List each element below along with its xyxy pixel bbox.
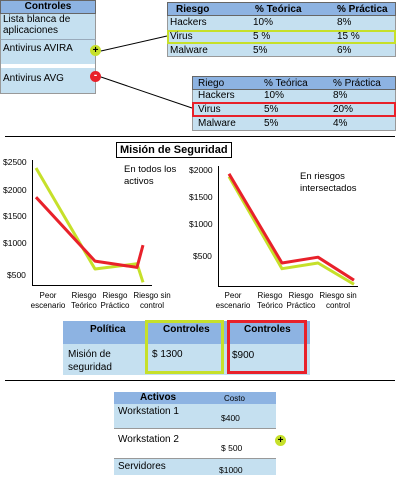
- y-tick-label: $2000: [189, 165, 213, 175]
- x-tick-label: Riesgo Práctico: [100, 291, 130, 310]
- risk-table-avg-header: [192, 76, 396, 90]
- control-label-avira: Antivirus AVIRA: [3, 43, 73, 54]
- risk-header-practica: % Práctica: [333, 78, 381, 89]
- controls-row: Antivirus AVG: [0, 68, 96, 94]
- assets-header-activos: Activos: [140, 392, 177, 403]
- risk-name: Virus: [198, 104, 221, 115]
- series-line-red: [34, 196, 145, 269]
- y-tick-label: $1500: [3, 211, 27, 221]
- asset-cost: $ 500: [221, 443, 243, 453]
- table-row: [192, 90, 396, 102]
- plus-marker: +: [90, 45, 101, 56]
- policy-row: [63, 344, 310, 375]
- y-tick-label: $2500: [3, 157, 27, 167]
- section-title: Misión de Seguridad: [116, 142, 232, 158]
- y-axis: [218, 166, 219, 286]
- risk-name: Malware: [198, 118, 236, 129]
- controls-row: Lista blanca de aplicaciones: [0, 14, 96, 39]
- policy-header-controles-red: Controles: [244, 324, 291, 335]
- risk-header-riesgo: Riesgo: [176, 4, 210, 15]
- y-tick-label: $1000: [3, 238, 27, 248]
- x-tick-label: Riesgo Teórico: [257, 291, 283, 310]
- risk-practical: 8%: [333, 90, 348, 101]
- risk-header-teorica: % Teórica: [255, 4, 302, 15]
- risk-header-practica: % Práctica: [337, 4, 388, 15]
- asset-cost: $1000: [219, 465, 243, 475]
- policy-header-row: [63, 321, 310, 344]
- table-row: [192, 117, 396, 131]
- risk-theoretical: 10%: [264, 90, 285, 101]
- risk-practical: 20%: [333, 104, 354, 115]
- controls-header-label: Controles: [24, 1, 72, 12]
- policy-header-controles-green: Controles: [163, 324, 210, 335]
- table-row: [192, 102, 396, 117]
- connector-avg: [100, 76, 193, 109]
- y-tick-label: $500: [7, 270, 26, 280]
- risk-theoretical: 5%: [253, 45, 268, 56]
- risk-name: Hackers: [170, 17, 207, 28]
- y-tick-label: $500: [193, 251, 212, 261]
- risk-theoretical: 5 %: [253, 31, 271, 42]
- policy-cost-green: $ 1300: [152, 349, 183, 360]
- y-axis: [32, 160, 33, 285]
- risk-practical: 8%: [337, 17, 352, 28]
- risk-theoretical: 5%: [264, 104, 279, 115]
- x-tick-label: Riesgo sin control: [319, 291, 357, 310]
- section-divider: [5, 380, 395, 381]
- table-row: [114, 458, 276, 475]
- asset-cost: $400: [221, 413, 240, 423]
- controls-red-box: [227, 320, 307, 374]
- risk-table-avira-header: [167, 2, 396, 16]
- assets-header-costo: Costo: [224, 394, 245, 403]
- risk-name: Virus: [170, 31, 193, 42]
- policy-mission-label: Misión de seguridad: [68, 349, 112, 373]
- table-row: [167, 30, 396, 44]
- policy-cost-red: $900: [232, 350, 255, 361]
- policy-header-politica: Política: [90, 324, 126, 335]
- risk-theoretical: 5%: [264, 118, 279, 129]
- control-label-avg: Antivirus AVG: [3, 73, 64, 84]
- x-tick-label: Riesgo Teórico: [71, 291, 97, 310]
- control-label-whitelist: Lista blanca de aplicaciones: [3, 14, 71, 36]
- risk-name: Hackers: [198, 90, 235, 101]
- asset-name: Servidores: [118, 461, 166, 472]
- table-row: [167, 44, 396, 57]
- y-tick-label: $2000: [3, 185, 27, 195]
- minus-marker-symbol: -: [93, 70, 98, 81]
- risk-theoretical: 10%: [253, 17, 274, 28]
- x-axis: [218, 286, 358, 287]
- table-row: [114, 428, 276, 458]
- risk-practical: 6%: [337, 45, 352, 56]
- asset-name: Workstation 2: [118, 434, 179, 445]
- x-tick-label: Peor escenario: [30, 291, 66, 310]
- risk-name: Malware: [170, 45, 208, 56]
- controls-header: Controles: [0, 0, 96, 14]
- controls-row: Antivirus AVIRA: [0, 39, 96, 64]
- controls-spacer: [0, 64, 96, 68]
- table-row: [167, 16, 396, 30]
- risk-header-teorica: % Teórica: [264, 78, 308, 89]
- asset-name: Workstation 1: [118, 406, 179, 417]
- risk-header-riego: Riego: [198, 78, 225, 89]
- x-axis: [32, 285, 152, 286]
- chart-annotation: En todos los activos: [124, 164, 177, 187]
- connector-avira: [100, 35, 168, 52]
- assets-header-row: [114, 392, 276, 404]
- table-row: [114, 404, 276, 428]
- plus-marker-symbol: +: [277, 435, 284, 446]
- plus-marker: +: [275, 435, 286, 446]
- controls-green-box: [145, 320, 224, 374]
- x-tick-label: Riesgo sin control: [133, 291, 171, 310]
- section-divider: [5, 136, 395, 137]
- risk-practical: 4%: [333, 118, 348, 129]
- risk-practical: 15 %: [337, 31, 360, 42]
- minus-marker: -: [90, 71, 101, 82]
- x-tick-label: Peor escenario: [215, 291, 251, 310]
- y-tick-label: $1500: [189, 192, 213, 202]
- x-tick-label: Riesgo Práctico: [286, 291, 316, 310]
- chart-annotation: En riesgos intersectados: [300, 171, 357, 194]
- y-tick-label: $1000: [189, 219, 213, 229]
- plus-marker-symbol: +: [92, 45, 99, 56]
